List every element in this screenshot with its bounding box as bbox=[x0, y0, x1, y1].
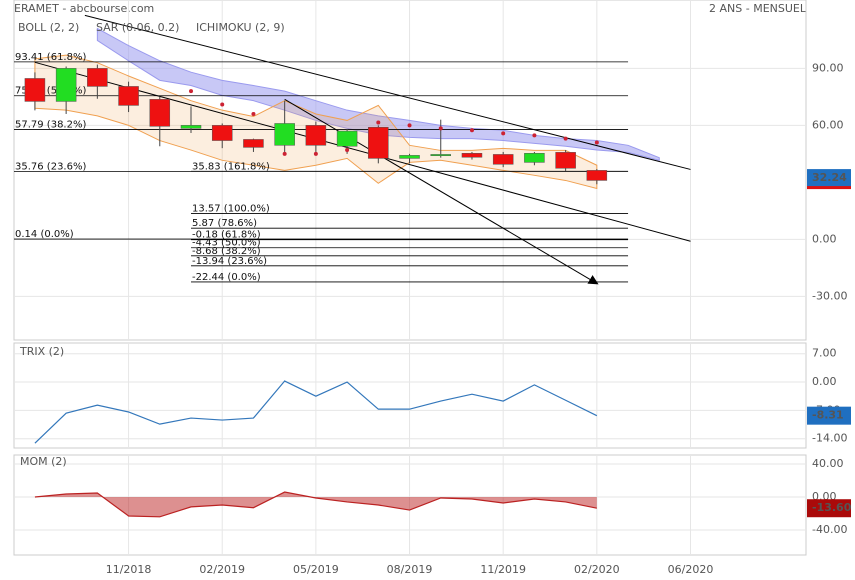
fib-label: 93.41 (61.8%) bbox=[15, 52, 86, 63]
candle-body bbox=[87, 68, 108, 87]
y-tick-label: 7.00 bbox=[812, 347, 837, 360]
fib-label: 13.57 (100.0%) bbox=[192, 204, 270, 215]
fib-label: -13.94 (23.6%) bbox=[192, 256, 267, 267]
sar-dot bbox=[438, 126, 443, 131]
panel-label: MOM (2) bbox=[20, 455, 67, 468]
fib-label: 5.87 (78.6%) bbox=[192, 218, 257, 229]
candle-body bbox=[555, 152, 576, 169]
y-tick-label: 40.00 bbox=[812, 457, 844, 470]
candle-body bbox=[305, 125, 327, 146]
sar-dot bbox=[313, 151, 318, 156]
sar-dot bbox=[251, 111, 256, 116]
sar-dot bbox=[532, 133, 537, 138]
x-tick-label: 05/2019 bbox=[293, 563, 339, 576]
x-tick-label: 06/2020 bbox=[668, 563, 714, 576]
candle-body bbox=[524, 153, 545, 163]
sar-dot bbox=[594, 140, 599, 145]
x-tick-label: 08/2019 bbox=[387, 563, 433, 576]
x-tick-label: 02/2019 bbox=[199, 563, 245, 576]
candle-body bbox=[586, 170, 608, 181]
candle-body bbox=[149, 99, 171, 127]
last-badge bbox=[807, 406, 851, 425]
last-value: 32.24 bbox=[812, 171, 847, 184]
fib-label: -22.44 (0.0%) bbox=[192, 272, 261, 283]
x-tick-label: 02/2020 bbox=[574, 563, 620, 576]
candle-body bbox=[211, 125, 233, 141]
sar-dot bbox=[189, 89, 194, 94]
y-tick-label: -14.00 bbox=[812, 432, 847, 445]
candle-body bbox=[118, 86, 139, 106]
candle-body bbox=[243, 139, 264, 148]
trend-line bbox=[284, 98, 599, 285]
x-tick-label: 11/2018 bbox=[106, 563, 152, 576]
legend-entry: BOLL (2, 2) bbox=[18, 21, 79, 34]
y-tick-label: 0.00 bbox=[812, 232, 837, 245]
sar-dot bbox=[282, 151, 287, 156]
y-tick-label: 90.00 bbox=[812, 61, 844, 74]
fib-label: 75.60 (50.0%) bbox=[15, 86, 86, 97]
last-badge bbox=[807, 169, 851, 188]
candle-body bbox=[274, 123, 295, 146]
last-value: -8.31 bbox=[812, 409, 844, 422]
mom-line bbox=[34, 491, 597, 518]
y-tick-label: 60.00 bbox=[812, 118, 844, 131]
sar-dot bbox=[220, 102, 225, 107]
fib-label: -4.43 (50.0%) bbox=[192, 238, 261, 249]
candle-body bbox=[336, 130, 358, 147]
sar-dot bbox=[501, 131, 506, 136]
trend-line bbox=[34, 61, 691, 242]
candle-body bbox=[430, 154, 451, 157]
y-tick-label: -40.00 bbox=[812, 523, 847, 536]
plot-area: 93.41 (61.8%) 75.60 (50.0%) 57.79 (38.2%) 3… bbox=[14, 14, 691, 285]
sar-dot bbox=[345, 148, 350, 153]
candle-body bbox=[368, 127, 389, 159]
candle-body bbox=[461, 153, 483, 158]
sar-dot bbox=[469, 128, 474, 133]
y-tick-label: -30.00 bbox=[812, 289, 847, 302]
legend-entry: SAR (0.06, 0.2) bbox=[96, 21, 179, 34]
sar-dot bbox=[563, 136, 568, 141]
last-badge bbox=[807, 499, 851, 518]
fib-label: 57.79 (38.2%) bbox=[15, 120, 86, 131]
candle-body bbox=[55, 68, 77, 102]
fib-label: -8.68 (38.2%) bbox=[192, 246, 261, 257]
x-tick-label: 11/2019 bbox=[480, 563, 526, 576]
period: 2 ANS - MENSUEL bbox=[709, 2, 807, 15]
last-value: -13.60 bbox=[812, 501, 852, 514]
sar-dot bbox=[407, 123, 412, 128]
candle-body bbox=[180, 125, 202, 129]
candle-body bbox=[24, 78, 46, 102]
last-badge-underline bbox=[807, 186, 851, 190]
y-tick-label: 0.00 bbox=[812, 375, 837, 388]
fib-label: 35.83 (161.8%) bbox=[192, 161, 270, 172]
fib-label: 35.76 (23.6%) bbox=[15, 161, 86, 172]
panel-label: TRIX (2) bbox=[19, 345, 64, 358]
fib-label: 0.14 (0.0%) bbox=[15, 229, 74, 240]
trix-line bbox=[34, 380, 598, 444]
candle-body bbox=[399, 155, 420, 159]
trend-line bbox=[84, 14, 691, 170]
legend-entry: ICHIMOKU (2, 9) bbox=[196, 21, 285, 34]
source: ERAMET - abcbourse.com bbox=[14, 2, 154, 15]
sar-dot bbox=[376, 120, 381, 125]
fib-label: -0.18 (61.8%) bbox=[192, 230, 261, 241]
candle-body bbox=[492, 154, 514, 165]
